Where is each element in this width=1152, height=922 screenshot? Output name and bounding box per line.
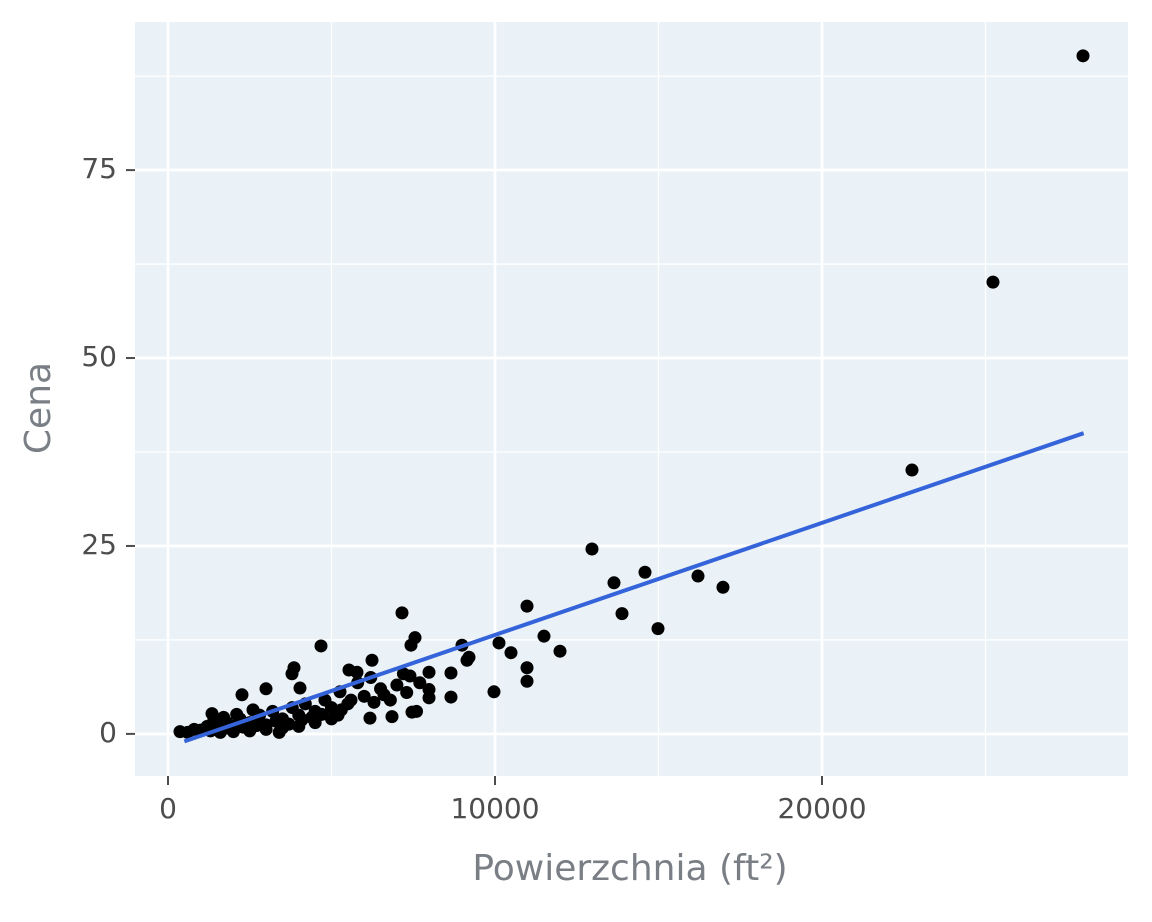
point — [422, 691, 436, 705]
point — [235, 688, 249, 702]
point — [520, 599, 534, 613]
point — [395, 606, 409, 620]
point — [357, 689, 371, 703]
point — [246, 703, 260, 717]
x-tick-label: 10000 — [450, 792, 539, 825]
point — [444, 690, 458, 704]
point — [350, 665, 364, 679]
point — [422, 665, 436, 679]
point — [314, 639, 328, 653]
point — [404, 638, 418, 652]
point — [334, 703, 348, 717]
point — [305, 710, 319, 724]
point — [324, 712, 338, 726]
point — [413, 676, 427, 690]
y-tick-label: 0 — [99, 716, 117, 749]
point — [259, 722, 273, 736]
point — [400, 686, 414, 700]
point — [295, 713, 309, 727]
point — [249, 719, 263, 733]
point — [553, 644, 567, 658]
point — [638, 565, 652, 579]
x-axis-title: Powierzchnia (ft²) — [472, 848, 787, 889]
point — [651, 622, 665, 636]
point — [367, 695, 381, 709]
point — [363, 711, 377, 725]
x-tick-label: 0 — [159, 792, 177, 825]
point — [293, 681, 307, 695]
point — [374, 682, 388, 696]
point — [396, 667, 410, 681]
point — [691, 569, 705, 583]
point — [385, 710, 399, 724]
point — [607, 576, 621, 590]
point — [585, 542, 599, 556]
point — [217, 710, 231, 724]
point — [460, 653, 474, 667]
point — [520, 661, 534, 675]
point — [383, 693, 397, 707]
point — [444, 666, 458, 680]
trend-line — [183, 431, 1085, 744]
point — [492, 636, 506, 650]
point — [207, 713, 221, 727]
x-tick-label: 20000 — [777, 792, 866, 825]
point — [615, 607, 629, 621]
point — [390, 678, 404, 692]
point — [187, 722, 201, 736]
point — [537, 629, 551, 643]
point — [285, 667, 299, 681]
panel — [135, 22, 1128, 776]
y-tick-label: 50 — [81, 340, 117, 373]
point — [259, 682, 273, 696]
y-tick-label: 75 — [81, 152, 117, 185]
y-axis-title: Cena — [18, 362, 59, 454]
point — [365, 653, 379, 667]
y-tick-label: 25 — [81, 528, 117, 561]
point — [986, 275, 1000, 289]
point — [272, 725, 286, 739]
point — [315, 707, 329, 721]
point — [504, 646, 518, 660]
point — [716, 580, 730, 594]
point — [269, 714, 283, 728]
point — [905, 463, 919, 477]
point — [520, 674, 534, 688]
point — [1076, 49, 1090, 63]
point — [487, 685, 501, 699]
point — [410, 704, 424, 718]
point — [230, 707, 244, 721]
point — [282, 717, 296, 731]
